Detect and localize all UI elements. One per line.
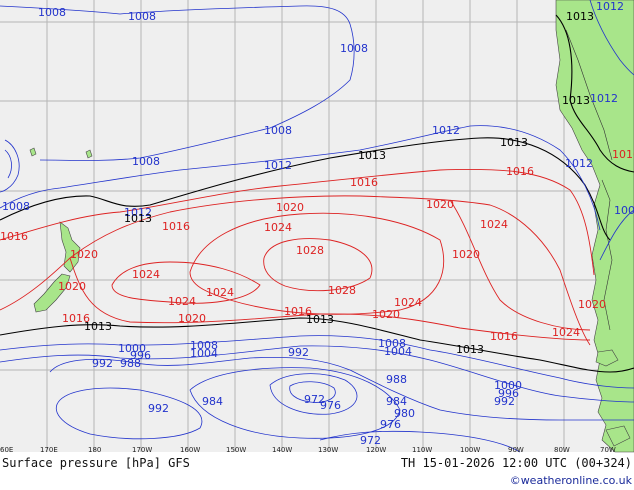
- lon-label: 60E: [0, 446, 13, 454]
- isobar-label: 988: [386, 373, 407, 386]
- sea-area: [0, 0, 634, 452]
- isobar-label: 996: [130, 349, 151, 362]
- isobar-label: 1016: [350, 176, 378, 189]
- high-isobars: [0, 168, 595, 346]
- isobar-label: 1020: [276, 201, 304, 214]
- isobar-label: 972: [360, 434, 381, 447]
- isobar-label: 1000: [494, 379, 522, 392]
- new-zealand-north-island: [59, 221, 81, 273]
- isobar-label: 1013: [500, 136, 528, 149]
- isobar-label: 992: [92, 357, 113, 370]
- isobar-label: 1013: [562, 94, 590, 107]
- isobar-label: 1016: [490, 330, 518, 343]
- isobar-label: 1020: [372, 308, 400, 321]
- lon-label: 90W: [508, 446, 524, 454]
- isobar-label: 984: [202, 395, 223, 408]
- lon-label: 170E: [40, 446, 58, 454]
- lon-label: 130W: [318, 446, 338, 454]
- isobar-label: 1013: [358, 149, 386, 162]
- isobar-label: 1013: [456, 343, 484, 356]
- isobar-label: 1012: [124, 206, 152, 219]
- isobar-label: 1008: [340, 42, 368, 55]
- isobar-label: 1012: [432, 124, 460, 137]
- isobar-label: 1028: [296, 244, 324, 257]
- lon-label: 160W: [180, 446, 200, 454]
- valid-time: TH 15-01-2026 12:00 UTC (00+324): [400, 456, 632, 470]
- pacific-island-b: [85, 149, 93, 159]
- south-georgia-land: [605, 425, 631, 447]
- isobar-label: 1008: [264, 124, 292, 137]
- lon-label: 110W: [412, 446, 432, 454]
- isobar-label: 1016: [612, 148, 634, 161]
- isobar-label: 996: [498, 387, 519, 400]
- lon-label: 100W: [460, 446, 480, 454]
- isobar-label: 1016: [284, 305, 312, 318]
- isobar-label: 1016: [162, 220, 190, 233]
- isobar-label: 1013: [124, 212, 152, 225]
- isobar-label: 992: [288, 346, 309, 359]
- isobar-label: 972: [304, 393, 325, 406]
- pacific-island-a: [29, 147, 37, 157]
- lon-label: 120W: [366, 446, 386, 454]
- isobar-label: 1020: [178, 312, 206, 325]
- isobar-label: 1008: [38, 6, 66, 19]
- isobar-label: 1008: [128, 10, 156, 23]
- isobar-label: 1020: [58, 280, 86, 293]
- lon-label: 150W: [226, 446, 246, 454]
- isobar-label: 1028: [328, 284, 356, 297]
- isobar-label: 1020: [578, 298, 606, 311]
- isobar-label: 1008: [378, 337, 406, 350]
- lon-label: 180: [88, 446, 101, 454]
- credit-link[interactable]: ©weatheronline.co.uk: [509, 474, 632, 487]
- isobar-labels: 1008 1008 1008 1008 1008 1008 1008 1008 …: [0, 0, 634, 447]
- isobar-label: 1024: [168, 295, 196, 308]
- isobar-label: 988: [120, 357, 141, 370]
- isobar-label: 1024: [132, 268, 160, 281]
- isobar-label: 1008: [2, 200, 30, 213]
- lon-label: 170W: [132, 446, 152, 454]
- isobar-label: 1012: [565, 157, 593, 170]
- new-zealand-south-island: [33, 273, 71, 313]
- longitude-labels: 60E 170E 180 170W 160W 150W 140W 130W 12…: [0, 446, 616, 454]
- isobar-label: 1000: [118, 342, 146, 355]
- lon-label: 80W: [554, 446, 570, 454]
- isobar-label: 1004: [614, 204, 634, 217]
- isobar-label: 1004: [190, 347, 218, 360]
- isobar-label: 1013: [306, 313, 334, 326]
- lon-label: 70W: [600, 446, 616, 454]
- isobar-label: 1024: [394, 296, 422, 309]
- isobar-label: 992: [494, 395, 515, 408]
- isobar-label: 1016: [62, 312, 90, 325]
- isobar-label: 1012: [264, 159, 292, 172]
- isobar-label: 1024: [552, 326, 580, 339]
- isobar-label: 1008: [190, 339, 218, 352]
- product-title: Surface pressure [hPa] GFS: [2, 456, 190, 470]
- isobar-label: 980: [394, 407, 415, 420]
- isobar-label: 1024: [480, 218, 508, 231]
- isobar-label: 1024: [206, 286, 234, 299]
- isobar-label: 992: [148, 402, 169, 415]
- isobar-label: 1016: [506, 165, 534, 178]
- isobar-label: 1004: [384, 345, 412, 358]
- low-isobars: [0, 0, 634, 453]
- isobar-label: 1020: [70, 248, 98, 261]
- isobar-label: 984: [386, 395, 407, 408]
- isobar-label: 1016: [0, 230, 28, 243]
- isobar-label: 1013: [84, 320, 112, 333]
- isobar-label: 1008: [132, 155, 160, 168]
- isobar-label: 1012: [590, 92, 618, 105]
- isobar-label: 1024: [264, 221, 292, 234]
- isobar-label: 1013: [566, 10, 594, 23]
- tierra-del-fuego-land: [595, 349, 619, 367]
- isobar-label: 1012: [596, 0, 624, 13]
- south-america-borders: [565, 29, 613, 331]
- lon-label: 140W: [272, 446, 292, 454]
- isobar-label: 1020: [452, 248, 480, 261]
- isobar-label: 1020: [426, 198, 454, 211]
- isobar-label: 976: [320, 399, 341, 412]
- standard-isobars: [0, 14, 634, 373]
- isobar-label: 976: [380, 418, 401, 431]
